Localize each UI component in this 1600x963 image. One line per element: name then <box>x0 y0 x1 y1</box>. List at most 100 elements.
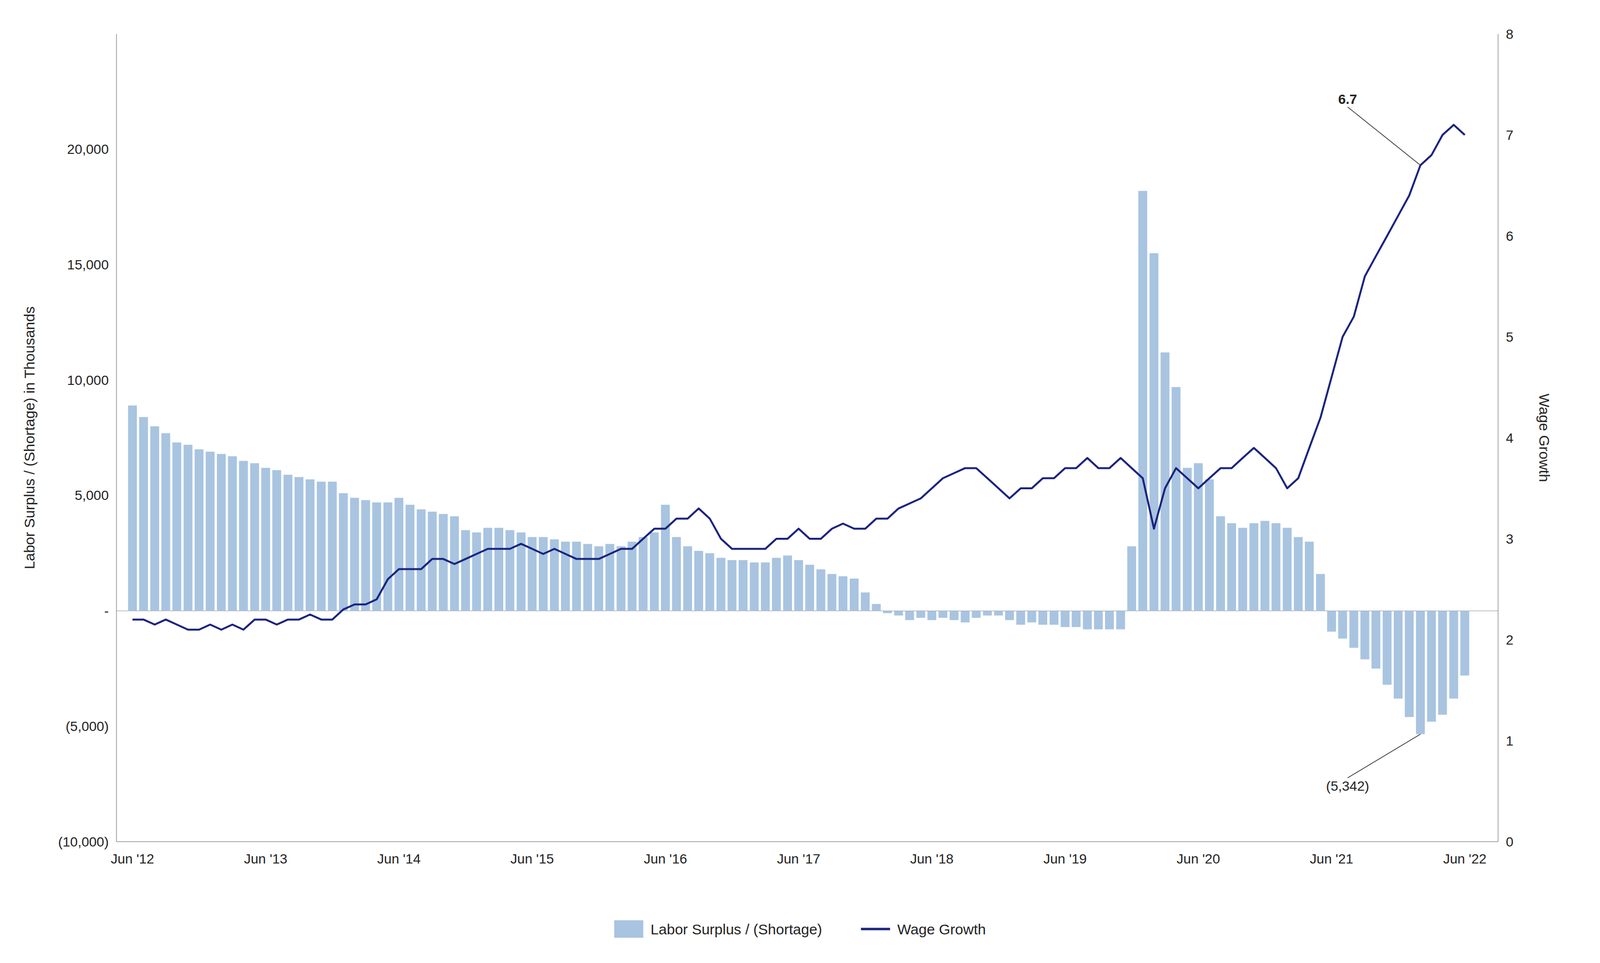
y-tick-label: 20,000 <box>66 141 109 157</box>
bar <box>1238 527 1248 611</box>
bar <box>1337 610 1347 639</box>
bar <box>1216 516 1225 611</box>
x-tick-label: Jun '15 <box>510 851 554 867</box>
bar <box>538 536 548 611</box>
bar <box>649 532 659 611</box>
bar <box>805 564 814 611</box>
bar <box>1349 610 1359 648</box>
bar <box>1116 610 1125 630</box>
bar <box>139 416 149 611</box>
legend: Labor Surplus / (Shortage) Wage Growth <box>614 920 987 938</box>
y-tick-label: (5,000) <box>65 718 109 734</box>
bar <box>472 532 481 611</box>
bar <box>1437 610 1447 715</box>
bar <box>228 456 237 611</box>
bar <box>294 477 304 611</box>
legend-label: Labor Surplus / (Shortage) <box>650 921 823 938</box>
bar <box>1316 574 1325 611</box>
bar <box>638 536 648 611</box>
bar <box>849 578 859 611</box>
bar <box>1293 536 1303 611</box>
bar <box>1016 610 1025 626</box>
legend-item: Labor Surplus / (Shortage) <box>614 920 823 938</box>
bar <box>838 576 848 611</box>
x-tick-label: Jun '19 <box>1043 851 1087 867</box>
bar <box>205 451 215 611</box>
bar <box>1071 610 1081 627</box>
bar <box>338 493 348 611</box>
bar <box>505 529 515 611</box>
bar <box>672 536 681 611</box>
bar <box>738 560 748 611</box>
bar <box>361 499 370 611</box>
y-tick-label: 10,000 <box>66 372 109 388</box>
bar <box>1149 253 1159 611</box>
bar <box>916 610 925 618</box>
bar <box>349 497 359 611</box>
annotation: 6.7 <box>1337 91 1357 107</box>
bar <box>749 562 759 611</box>
bar <box>1260 520 1270 611</box>
x-tick-label: Jun '18 <box>909 851 954 867</box>
bar <box>772 557 781 611</box>
bar <box>1371 610 1381 669</box>
x-axis-line <box>116 841 1499 842</box>
x-tick-label: Jun '14 <box>377 851 421 867</box>
y-tick-label: - <box>104 603 109 619</box>
bar <box>328 481 337 611</box>
bar <box>983 610 992 616</box>
bar <box>660 504 670 611</box>
bar <box>1393 610 1403 699</box>
bar <box>1227 523 1237 611</box>
bar <box>1204 479 1214 611</box>
y2-tick-label: 2 <box>1505 632 1514 648</box>
legend-label: Wage Growth <box>897 921 986 938</box>
bar <box>150 426 160 611</box>
bar <box>694 550 704 611</box>
bar <box>1382 610 1392 685</box>
bar <box>583 544 593 611</box>
bar <box>1138 190 1148 611</box>
legend-item: Wage Growth <box>860 921 986 938</box>
bar <box>216 453 226 611</box>
bar <box>394 497 404 611</box>
bar <box>1449 610 1458 699</box>
y-axis-line <box>116 33 117 842</box>
bar <box>305 479 315 611</box>
y2-tick-label: 6 <box>1505 228 1514 244</box>
bar <box>1027 610 1037 623</box>
bar <box>1304 541 1314 611</box>
bar <box>627 541 637 611</box>
bar <box>993 610 1003 616</box>
legend-swatch <box>860 927 891 931</box>
bar <box>905 610 914 621</box>
bar <box>261 467 270 611</box>
bar <box>272 470 281 611</box>
y-tick-label: 5,000 <box>74 487 109 503</box>
y2-tick-label: 1 <box>1505 733 1514 749</box>
bar <box>1427 610 1436 722</box>
y2-tick-label: 0 <box>1505 834 1514 850</box>
bar <box>1093 610 1103 630</box>
y2-axis-label: Wage Growth <box>1536 393 1553 482</box>
bar <box>727 560 737 611</box>
bar <box>616 545 626 611</box>
bar <box>872 603 881 611</box>
y-tick-label: (10,000) <box>58 834 109 850</box>
bar <box>1105 610 1114 630</box>
bar <box>438 513 448 611</box>
bar <box>938 610 948 618</box>
bar <box>883 610 892 614</box>
annotation-leader <box>1347 734 1421 778</box>
chart: Jun '12Jun '13Jun '14Jun '15Jun '16Jun '… <box>0 0 1600 963</box>
bar <box>949 610 959 621</box>
x-tick-label: Jun '22 <box>1443 851 1487 867</box>
bar <box>827 574 837 611</box>
bar <box>816 569 825 611</box>
bar <box>161 432 170 611</box>
bar <box>705 553 714 611</box>
bar <box>1182 467 1192 611</box>
bar <box>893 610 903 616</box>
x-tick-label: Jun '16 <box>643 851 687 867</box>
bar <box>1005 610 1014 621</box>
